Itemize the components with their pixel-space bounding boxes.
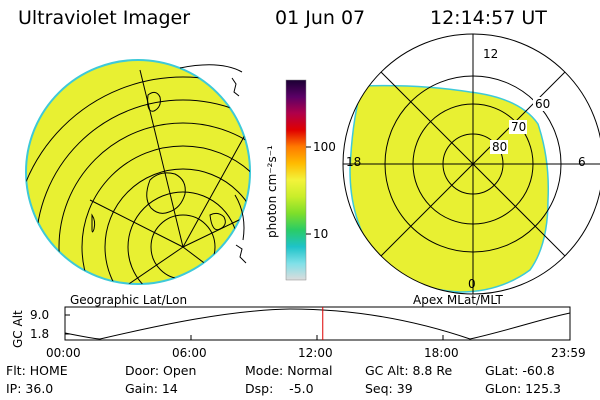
polar-mlat-80: 80 — [492, 140, 508, 154]
colorbar-label-100: 100 — [313, 140, 336, 154]
colorbar-rect — [285, 79, 307, 281]
orbit-xtick-label: 23:59 — [551, 346, 586, 360]
status-gc-alt: GC Alt: 8.8 Re — [365, 363, 453, 378]
polar-mlat-60: 60 — [535, 97, 551, 111]
geo-outer-ring — [179, 64, 243, 73]
geo-coastline — [231, 77, 240, 97]
polar-mlt-18: 18 — [346, 155, 362, 169]
geo-outer-ring — [234, 194, 245, 241]
geo-coastline — [147, 91, 161, 112]
status-dsp: Dsp: -5.0 — [245, 381, 314, 396]
geo-coastline — [209, 212, 226, 231]
status-glat: GLat: -60.8 — [485, 363, 555, 378]
status-seq: Seq: 39 — [365, 381, 413, 396]
geo-meridian — [89, 199, 184, 248]
geo-lat-ring — [104, 168, 250, 284]
orbit-y-label: GC Alt — [11, 310, 25, 348]
orbit-xtick-label: 00:00 — [46, 346, 81, 360]
geo-meridian — [182, 134, 246, 248]
geo-coastline — [235, 244, 247, 264]
geo-meridian — [119, 246, 184, 284]
orbit-ytick-label-1: 1.8 — [30, 327, 50, 341]
geo-map-caption: Geographic Lat/Lon — [70, 293, 188, 307]
polar-mlt-6: 6 — [578, 155, 586, 169]
geo-coastline — [146, 172, 186, 214]
geo-meridian — [182, 204, 250, 248]
polar-image-region — [349, 84, 550, 293]
polar-mlt-12: 12 — [483, 47, 499, 61]
orbit-xtick-label: 18:00 — [424, 346, 459, 360]
orbit-plot-frame — [64, 306, 571, 341]
geo-image-disk — [25, 59, 251, 285]
geo-lat-ring — [81, 145, 250, 284]
time-label: 12:14:57 UT — [430, 7, 547, 29]
orbit-plot — [64, 306, 571, 341]
date-label: 01 Jun 07 — [275, 7, 366, 29]
orbit-xtick-label: 06:00 — [172, 346, 207, 360]
instrument-title: Ultraviolet Imager — [18, 7, 191, 29]
polar-mlt-0: 0 — [468, 277, 476, 291]
orbit-ytick-label-9: 9.0 — [30, 308, 50, 322]
geo-lat-ring — [26, 76, 250, 284]
colorbar-label-10: 10 — [313, 227, 329, 241]
polar-map — [342, 33, 600, 295]
status-flt: Flt: HOME — [6, 363, 68, 378]
polar-mlat-70: 70 — [511, 120, 527, 134]
orbit-altitude-curve — [64, 308, 571, 340]
status-gain: Gain: 14 — [125, 381, 178, 396]
status-ip: IP: 36.0 — [6, 381, 54, 396]
geo-lat-ring — [58, 122, 250, 284]
colorbar-unit-label: photon cm⁻²s⁻¹ — [265, 145, 279, 238]
colorbar — [285, 79, 311, 281]
status-glon: GLon: 125.3 — [485, 381, 561, 396]
geo-map — [25, 59, 251, 285]
orbit-xtick-label: 12:00 — [298, 346, 333, 360]
geo-coastline — [91, 213, 96, 233]
status-door: Door: Open — [125, 363, 197, 378]
polar-map-caption: Apex MLat/MLT — [413, 293, 503, 307]
status-mode: Mode: Normal — [245, 363, 333, 378]
